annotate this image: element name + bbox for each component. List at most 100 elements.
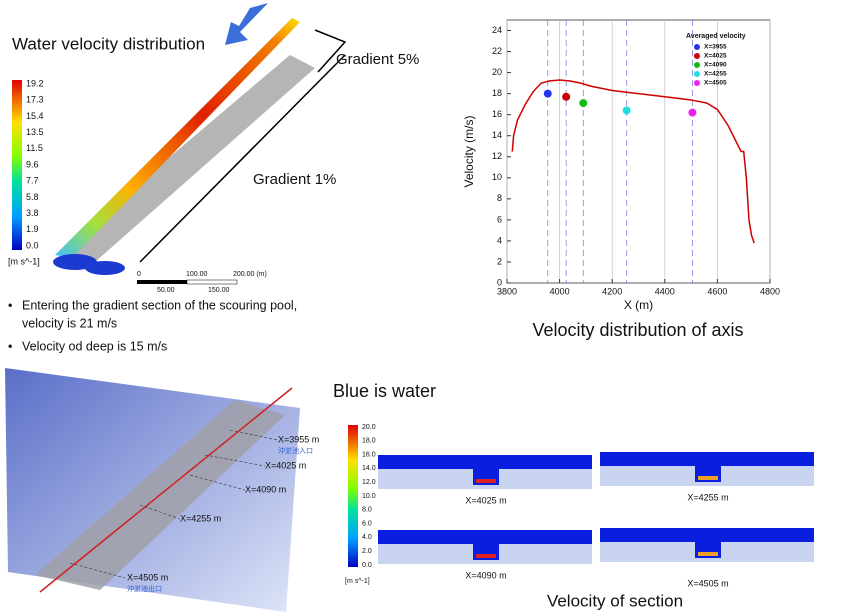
legend-swatch [694, 44, 700, 50]
colorbar-label: 2.0 [362, 548, 372, 555]
legend-swatch [694, 53, 700, 59]
y-tick-label: 12 [492, 151, 502, 161]
scale-label: 200.00 (m) [233, 271, 267, 278]
legend-swatch [694, 71, 700, 77]
colorbar-label: 16.0 [362, 451, 376, 458]
plane [60, 55, 315, 262]
outlet: 沖淤池出口 [127, 584, 162, 593]
colorbar-label: 18.0 [362, 438, 376, 445]
x-tick-label: 4200 [602, 286, 622, 296]
colorbar-label: 1.9 [26, 224, 39, 234]
velocity-line [512, 80, 754, 243]
fast-flow [698, 476, 718, 480]
colorbar-label: 4.0 [362, 534, 372, 541]
bullet-dot: • [8, 339, 12, 353]
fast-flow [476, 554, 496, 558]
section-label: X=4090 m [465, 570, 506, 580]
colorbar-label: 14.0 [362, 465, 376, 472]
gradient-label: Gradient 5% [336, 51, 419, 68]
caption: Velocity of section [547, 591, 683, 610]
caption: Velocity distribution of axis [532, 320, 743, 340]
y-tick-label: 24 [492, 25, 502, 35]
sections: X=4025 m X=4255 m X=4090 m X=4505 m [378, 452, 814, 588]
section-label: X=4025 m [265, 460, 306, 470]
legend-swatch [694, 62, 700, 68]
y-tick-label: 22 [492, 46, 502, 56]
section-label: X=4025 m [465, 495, 506, 505]
unit: [m s^-1] [345, 578, 370, 585]
section-label: X=4255 m [180, 513, 221, 523]
colorbar-label: 9.6 [26, 159, 39, 169]
colorbar-label: 17.3 [26, 95, 44, 105]
legend-label: X=4505 [704, 80, 727, 87]
y-tick-label: 2 [497, 256, 502, 266]
bullet-dot: • [8, 298, 12, 312]
colorbar-label: 13.5 [26, 127, 44, 137]
y-label: Velocity (m/s) [462, 115, 476, 187]
colorbar-label: 12.0 [362, 479, 376, 486]
scale-label: 0 [137, 271, 141, 278]
pool [85, 261, 125, 275]
scale-bar [187, 280, 237, 284]
y-tick-label: 16 [492, 109, 502, 119]
legend-title: Averaged velocity [686, 33, 746, 40]
scale-label: 50.00 [157, 287, 175, 294]
point [579, 99, 587, 107]
point [623, 106, 631, 114]
water [378, 455, 592, 469]
colorbar [12, 80, 22, 250]
colorbar-label: 0.0 [26, 240, 39, 250]
title: Water velocity distribution [12, 34, 205, 53]
y-tick-label: 0 [497, 277, 502, 287]
bullet: Velocity od deep is 15 m/s [22, 339, 167, 353]
colorbar-label: 11.5 [26, 143, 43, 153]
y-tick-label: 14 [492, 130, 502, 140]
x-label: X (m) [624, 298, 653, 312]
fast-flow [698, 552, 718, 556]
section-label: X=4255 m [687, 492, 728, 502]
legend-label: X=3955 [704, 44, 727, 51]
scale-bar [137, 280, 187, 284]
y-tick-label: 6 [497, 214, 502, 224]
colorbar-label: 7.7 [26, 176, 39, 186]
colorbar-label: 8.0 [362, 507, 372, 514]
x-tick-label: 3800 [497, 286, 517, 296]
inlet: 沖淤池入口 [278, 446, 313, 455]
colorbar-label: 20.0 [362, 424, 376, 431]
arrow [225, 3, 268, 45]
water [378, 530, 592, 544]
slide: Water velocity distribution Gradient 5% … [0, 0, 842, 615]
bullets: • Entering the gradient section of the s… [8, 298, 297, 353]
section-label: X=4505 m [127, 572, 168, 582]
section-label: X=4505 m [687, 578, 728, 588]
bullet: Entering the gradient section of the sco… [22, 298, 297, 312]
legend-label: X=4025 [704, 53, 727, 60]
x-tick-label: 4600 [707, 286, 727, 296]
colorbar [348, 425, 358, 567]
scale-label: 100.00 [186, 271, 208, 278]
y-tick-label: 18 [492, 88, 502, 98]
title: Blue is water [333, 381, 436, 401]
y-tick-label: 8 [497, 193, 502, 203]
point [688, 109, 696, 117]
gradient-label: Gradient 1% [253, 171, 336, 188]
x-tick-label: 4400 [655, 286, 675, 296]
point [544, 90, 552, 98]
colorbar-label: 6.0 [362, 520, 372, 527]
y-tick-label: 20 [492, 67, 502, 77]
x-tick-label: 4800 [760, 286, 780, 296]
colorbar-label: 0.0 [362, 562, 372, 569]
point [562, 93, 570, 101]
water [600, 452, 814, 466]
x-tick-label: 4000 [550, 286, 570, 296]
legend-swatch [694, 80, 700, 86]
y-tick-label: 4 [497, 235, 502, 245]
fast-flow [476, 479, 496, 483]
colorbar-label: 3.8 [26, 208, 39, 218]
legend-label: X=4090 [704, 62, 727, 69]
water [600, 528, 814, 542]
unit: [m s^-1] [8, 256, 40, 266]
legend-label: X=4255 [704, 71, 727, 78]
section-label: X=4090 m [245, 484, 286, 494]
